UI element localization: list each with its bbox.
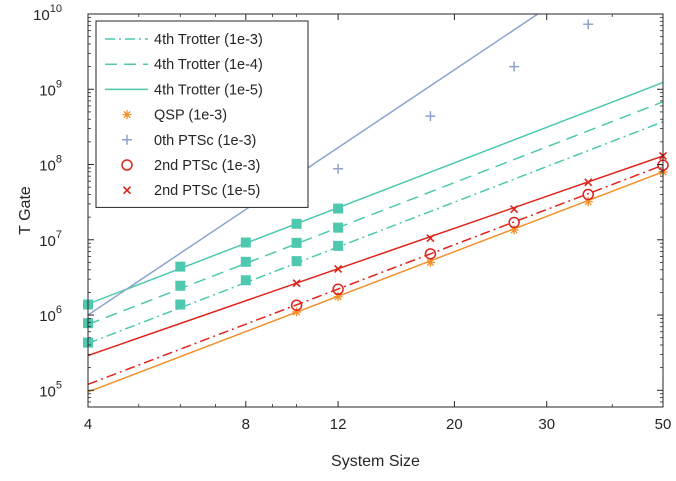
data-point-s1-2	[175, 299, 186, 310]
y-tick-exponent-2: 6	[56, 304, 62, 316]
axes-box	[87, 13, 664, 408]
data-point-s5-3	[425, 111, 436, 122]
data-point-s2-2	[175, 280, 186, 291]
data-point-s3-4	[291, 218, 302, 229]
legend: 4th Trotter (1e-3) 4th Trotter (1e-4) 4th …	[95, 20, 309, 208]
data-point-s6-2	[332, 283, 344, 296]
legend-label-5: 0th PTSc (1e-3)	[154, 133, 256, 149]
data-point-s1-5	[333, 240, 344, 251]
legend-label-7: 2nd PTSc (1e-5)	[154, 183, 260, 199]
legend-marker-6	[121, 159, 133, 171]
data-point-s4-4	[509, 225, 519, 235]
data-point-s2-5	[333, 222, 344, 233]
data-point-s7-1	[292, 279, 301, 288]
data-point-s5-2	[333, 163, 344, 174]
data-point-s6-4	[508, 216, 520, 229]
series-line-7	[88, 155, 663, 357]
y-tick-exponent-3: 7	[56, 229, 62, 241]
data-point-s2-4	[291, 237, 302, 248]
legend-label-3: 4th Trotter (1e-5)	[154, 82, 263, 98]
data-point-s1-3	[240, 275, 251, 286]
data-point-s7-2	[334, 264, 343, 273]
data-point-s3-2	[175, 261, 186, 272]
data-point-s4-5	[583, 197, 593, 207]
y-tick-exponent-6: 10	[50, 3, 62, 15]
x-tick-label-5: 30	[538, 416, 555, 433]
legend-label-4: QSP (1e-3)	[154, 108, 227, 124]
data-point-s6-5	[582, 188, 594, 201]
series-line-6	[88, 164, 663, 386]
data-point-s3-5	[333, 203, 344, 214]
data-point-s5-4	[509, 61, 520, 72]
y-tick-exponent-1: 5	[56, 379, 62, 391]
series-line-4	[88, 171, 663, 393]
x-tick-label-1: 4	[84, 416, 92, 433]
data-point-s4-2	[333, 292, 343, 302]
y-axis-label: T Gate	[17, 186, 34, 235]
x-tick-label-4: 20	[446, 416, 463, 433]
data-point-s1-4	[291, 256, 302, 267]
legend-marker-4	[122, 110, 132, 120]
data-point-s6-1	[290, 299, 303, 311]
x-tick-label-2: 8	[242, 416, 250, 433]
x-tick-label-6: 50	[655, 416, 672, 433]
legend-marker-5	[122, 134, 132, 145]
data-point-s3-3	[240, 237, 251, 248]
y-tick-exponent-4: 8	[56, 154, 62, 166]
data-point-s7-3	[426, 234, 435, 243]
legend-label-6: 2nd PTSc (1e-3)	[154, 158, 260, 174]
legend-marker-7	[122, 186, 132, 195]
data-point-s7-5	[584, 178, 593, 187]
x-axis-label: System Size	[331, 453, 420, 470]
y-tick-exponent-5: 9	[56, 78, 62, 90]
data-point-s6-3	[424, 248, 437, 260]
data-point-s2-3	[240, 256, 251, 267]
legend-label-1: 4th Trotter (1e-3)	[154, 32, 263, 48]
data-point-s4-1	[292, 307, 302, 317]
data-point-s7-4	[510, 205, 519, 214]
data-point-s5-5	[583, 19, 594, 30]
legend-label-2: 4th Trotter (1e-4)	[154, 57, 263, 73]
x-tick-label-3: 12	[330, 416, 347, 433]
series-line-5	[88, 14, 540, 316]
data-point-s4-3	[425, 257, 435, 267]
